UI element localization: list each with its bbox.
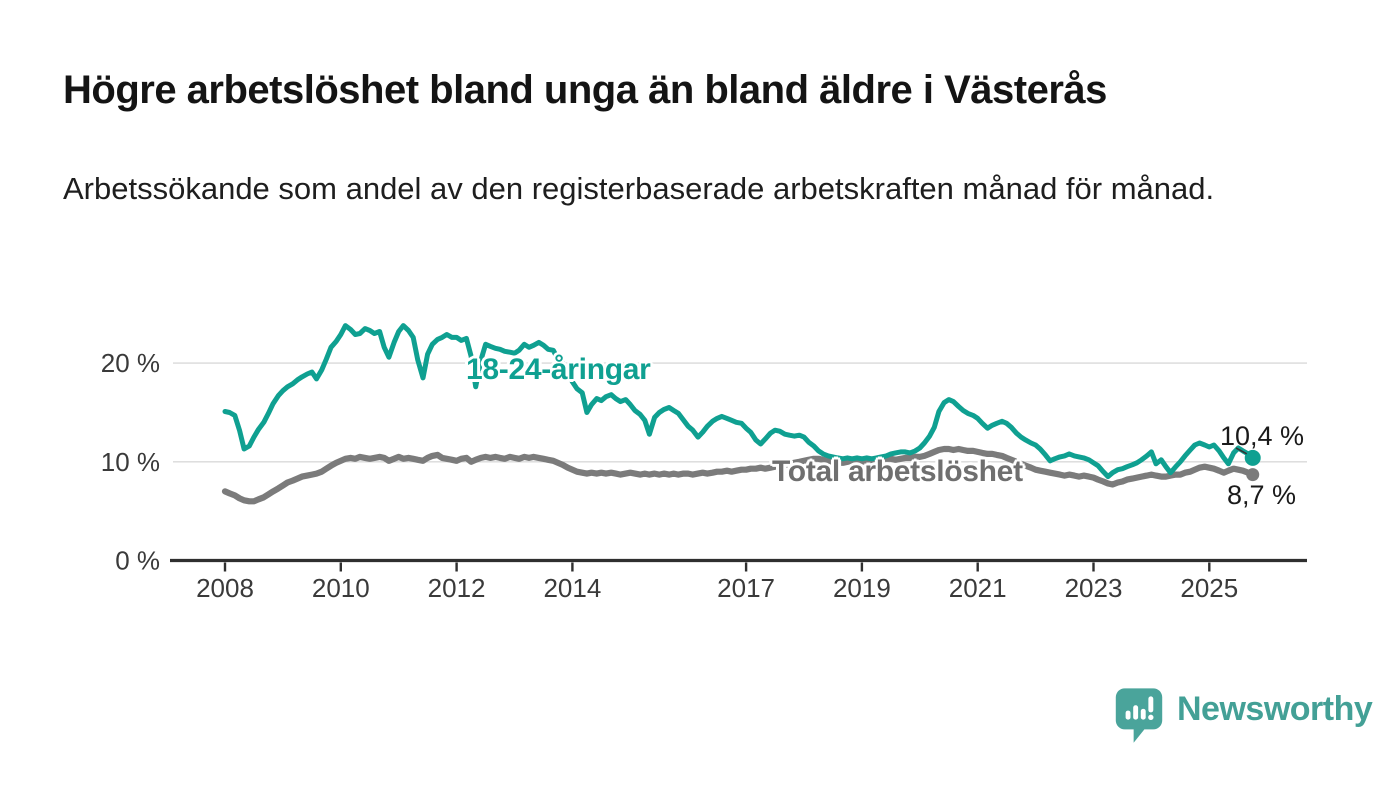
end-value-label-total: 8,7 % (1227, 480, 1297, 510)
svg-text:2017: 2017 (717, 573, 775, 603)
svg-text:0 %: 0 % (115, 546, 160, 576)
series-label-total-unemployment: Total arbetslöshet (772, 455, 1023, 488)
page-title: Högre arbetslöshet bland unga än bland ä… (63, 68, 1107, 112)
svg-text:10 %: 10 % (101, 447, 160, 477)
svg-text:2023: 2023 (1065, 573, 1123, 603)
end-value-label-18-24: 10,4 % (1220, 421, 1305, 451)
svg-text:2008: 2008 (196, 573, 254, 603)
svg-text:2012: 2012 (428, 573, 486, 603)
svg-text:2025: 2025 (1180, 573, 1238, 603)
newsworthy-speech-bubble-icon (1115, 688, 1163, 743)
line-chart-canvas: 2008 2010 2012 2014 2017 2019 2021 2023 2025 0 % 1… (101, 323, 1307, 603)
svg-text:2019: 2019 (833, 573, 891, 603)
newsworthy-wordmark: Newsworthy (1177, 690, 1373, 728)
svg-text:2021: 2021 (949, 573, 1007, 603)
newsworthy-logo: Newsworthy (1114, 686, 1373, 746)
svg-text:2014: 2014 (543, 573, 601, 603)
svg-text:2010: 2010 (312, 573, 370, 603)
svg-text:20 %: 20 % (101, 348, 160, 378)
chart-subtitle: Arbetssökande som andel av den registerb… (63, 171, 1215, 206)
series-label-18-24: 18-24-åringar (466, 353, 651, 386)
